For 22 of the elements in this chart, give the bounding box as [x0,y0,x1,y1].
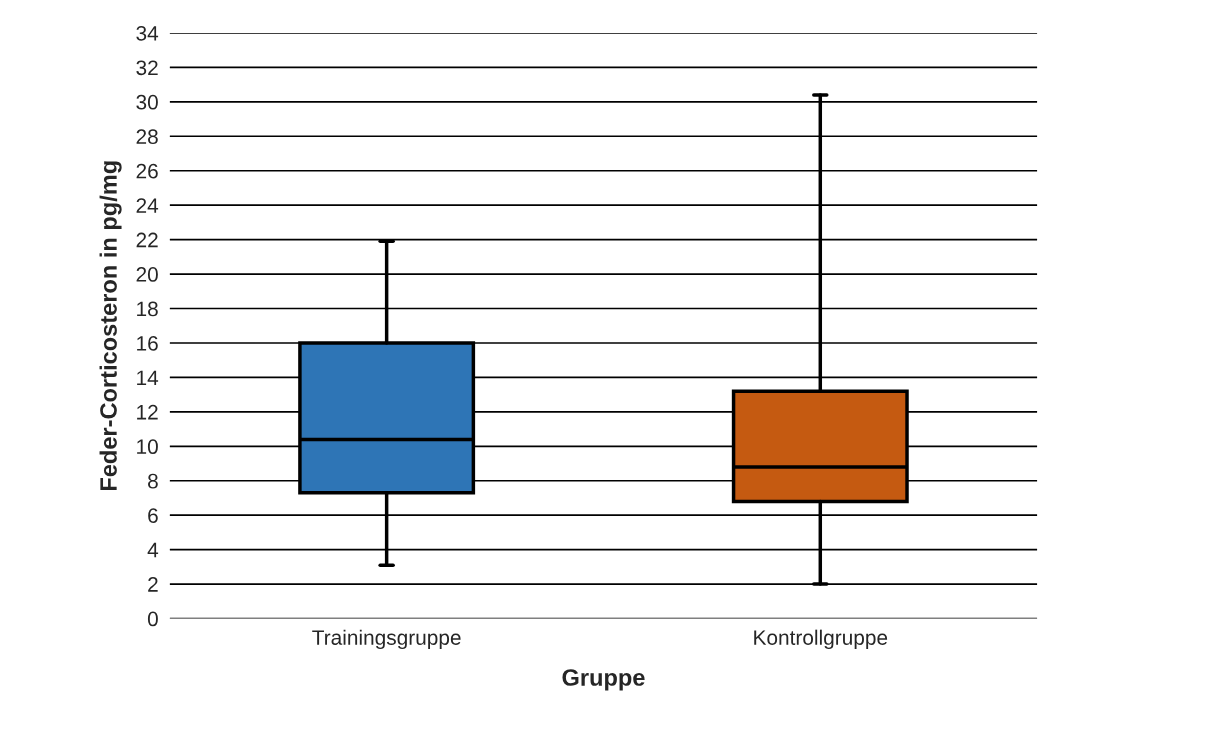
y-tick-label: 28 [136,129,158,145]
y-tick-label: 4 [147,542,159,558]
x-tick-label: Kontrollgruppe [754,629,888,650]
y-tick-label: 12 [137,404,158,420]
y-tick-label: 14 [137,370,159,385]
y-tick-label: 0 [147,611,158,627]
y-tick-label: 8 [148,473,158,489]
y-tick-label: 2 [148,577,158,592]
y-axis-title: Feder-Corticosteron in pg/mg [99,161,122,491]
y-tick-label: 20 [136,267,158,282]
x-axis-title: Gruppe [562,669,645,691]
y-tick-label: 26 [136,163,158,179]
y-tick-label: 32 [136,60,158,76]
y-tick-label: 34 [136,25,159,41]
y-tick-label: 22 [136,232,158,248]
y-tick-label: 30 [136,94,158,110]
y-tick-label: 10 [137,439,158,455]
y-tick-label: 16 [137,335,158,351]
y-tick-label: 18 [137,301,158,317]
y-tick-label: 24 [136,198,159,213]
x-tick-label: Trainingsgruppe [312,629,461,650]
y-tick-label: 6 [148,508,158,523]
